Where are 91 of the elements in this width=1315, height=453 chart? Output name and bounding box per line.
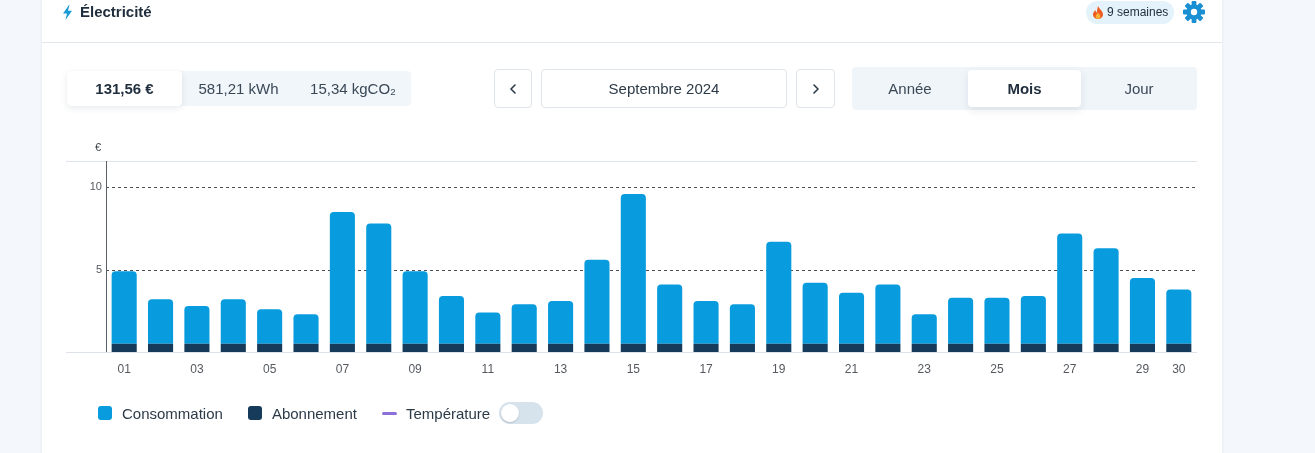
x-tick-label: 09 <box>408 361 423 376</box>
x-tick-label: 27 <box>1063 361 1077 376</box>
bar <box>1057 233 1083 344</box>
bar <box>111 343 137 352</box>
bar <box>511 304 537 344</box>
bar <box>184 343 210 352</box>
bar <box>1057 343 1083 352</box>
text: Mois <box>1007 80 1042 97</box>
bar <box>366 343 392 352</box>
y-tick-label: 5 <box>95 262 102 275</box>
y-tick-label: 10 <box>89 180 102 193</box>
bar <box>511 343 537 352</box>
x-tick-label: 30 <box>1172 361 1186 376</box>
text: 131,56 € <box>95 80 154 97</box>
bar <box>911 314 937 344</box>
chart-title: Électricité <box>80 3 152 21</box>
bar <box>148 299 174 344</box>
bar <box>438 343 465 352</box>
bar <box>984 297 1010 344</box>
x-tick-label: 11 <box>481 361 495 376</box>
bar <box>148 343 174 352</box>
x-tick-label: 13 <box>553 361 568 376</box>
x-tick-label: 21 <box>844 361 859 376</box>
streak-badge: 9 semaines <box>1086 1 1174 24</box>
bar <box>693 300 719 344</box>
x-tick-label: 03 <box>190 361 204 376</box>
text: Jour <box>1124 80 1154 97</box>
bar <box>1020 296 1046 344</box>
bar <box>729 304 755 344</box>
bar <box>729 343 755 352</box>
bar <box>257 309 283 344</box>
bar <box>329 343 355 352</box>
y-axis-title: € <box>94 141 102 154</box>
x-tick-label: 07 <box>335 361 350 376</box>
x-tick-label: 23 <box>917 361 932 376</box>
bar <box>875 343 901 352</box>
bar <box>766 343 792 352</box>
x-tick-label: 25 <box>990 361 1004 376</box>
bar <box>329 212 355 344</box>
bar <box>838 292 865 344</box>
bar <box>911 343 937 352</box>
bar <box>620 193 646 344</box>
bar <box>1020 343 1046 352</box>
bar <box>584 343 610 352</box>
legend-label: Consommation <box>122 404 223 422</box>
bar <box>657 343 683 352</box>
bar <box>1093 248 1119 344</box>
text: Année <box>888 80 932 97</box>
bar <box>1129 277 1155 344</box>
x-tick-label: 05 <box>262 361 277 376</box>
bar <box>766 241 792 344</box>
bar <box>620 343 646 352</box>
bar <box>220 299 246 344</box>
x-tick-label: 29 <box>1135 361 1150 376</box>
bar <box>366 223 392 344</box>
legend-label: Température <box>405 404 491 422</box>
bar <box>875 284 901 344</box>
bar <box>548 300 574 344</box>
bar <box>802 343 828 352</box>
bar <box>584 259 610 344</box>
bar <box>548 343 574 352</box>
bar <box>111 271 137 344</box>
bar <box>438 296 465 344</box>
bar <box>838 343 865 352</box>
bar <box>1166 343 1192 352</box>
bar <box>257 343 283 352</box>
bar <box>402 343 428 352</box>
x-tick-label: 15 <box>626 361 641 376</box>
bar <box>475 312 501 344</box>
x-tick-label: 17 <box>699 361 714 376</box>
text: 581,21 kWh <box>198 80 279 97</box>
bar <box>220 343 246 352</box>
bar <box>693 343 719 352</box>
legend-label: Abonnement <box>271 404 357 422</box>
bar <box>402 271 428 344</box>
text: 15,34 kgCO₂ <box>310 80 396 97</box>
bar <box>657 284 683 344</box>
bar <box>293 343 319 352</box>
bar <box>802 282 828 344</box>
bar <box>1166 289 1192 344</box>
x-tick-label: 01 <box>117 361 132 376</box>
bar <box>293 314 319 344</box>
bar <box>475 343 501 352</box>
bar <box>1093 343 1119 352</box>
bar <box>184 305 210 344</box>
bar <box>1129 343 1155 352</box>
bar <box>984 343 1010 352</box>
chart-subtitle: Septembre 2024 <box>608 80 720 97</box>
x-tick-label: 19 <box>772 361 786 376</box>
bar <box>948 297 974 344</box>
bar <box>948 343 974 352</box>
